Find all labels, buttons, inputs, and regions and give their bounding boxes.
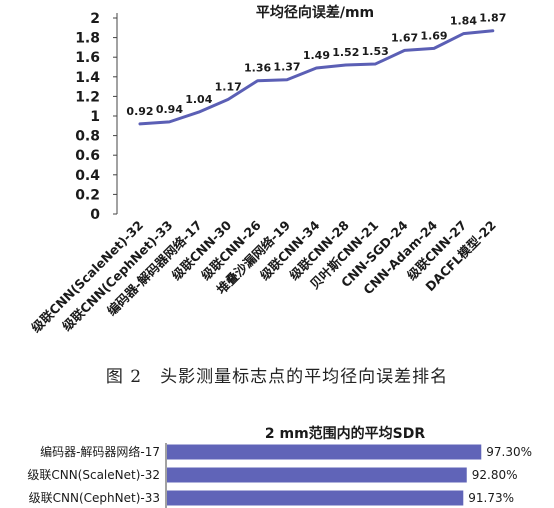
data-label: 1.87 — [479, 12, 506, 25]
data-label: 0.92 — [126, 105, 153, 118]
bar — [167, 467, 467, 483]
chart-title: 2 mm范围内的平均SDR — [265, 425, 425, 442]
data-label: 1.04 — [185, 93, 212, 106]
data-label: 1.53 — [362, 45, 389, 58]
y-tick-label: 1.2 — [75, 89, 100, 105]
bar — [167, 444, 482, 460]
bar-category-label: 级联CNN(CephNet)-33 — [29, 491, 160, 505]
data-label: 1.84 — [450, 15, 477, 28]
y-tick-label: 0.6 — [75, 148, 100, 164]
y-tick-label: 1.8 — [75, 31, 100, 47]
data-label: 1.49 — [303, 49, 330, 62]
y-tick-label: 1.4 — [75, 70, 100, 86]
y-tick-label: 0.2 — [75, 187, 100, 203]
bar-category-label: 编码器-解码器网络-17 — [40, 444, 160, 459]
bar-value-label: 97.30% — [486, 445, 532, 459]
data-label: 1.69 — [420, 29, 447, 42]
chart-title: 平均径向误差/mm — [256, 4, 374, 21]
bar-category-label: 级联CNN(ScaleNet)-32 — [27, 468, 160, 482]
data-label: 0.94 — [156, 103, 183, 116]
data-label: 1.37 — [273, 61, 300, 74]
figure-caption: 图 2 头影测量标志点的平均径向误差排名 — [105, 367, 449, 387]
y-tick-label: 1.6 — [75, 50, 100, 66]
y-tick-label: 0 — [90, 207, 100, 223]
mre-line-chart: 平均径向误差/mm 0 0.2 0.4 0.6 0.8 1 1.2 1.4 1.6 1.8 2 级联… — [28, 4, 506, 336]
x-tick-label: 级联CNN(ScaleNet)-32 — [28, 218, 146, 336]
y-tick-label: 2 — [90, 11, 100, 27]
data-label: 1.36 — [244, 62, 271, 75]
y-tick-label: 0.4 — [75, 168, 100, 184]
bar-value-label: 91.73% — [468, 491, 514, 505]
y-tick-label: 1 — [90, 109, 100, 125]
series-line — [138, 29, 495, 126]
bar — [167, 490, 464, 506]
bar-value-label: 92.80% — [472, 468, 518, 482]
data-label: 1.67 — [391, 31, 418, 44]
sdr-bar-chart: 2 mm范围内的平均SDR 编码器-解码器网络-17 97.30% 级联CNN(Sc… — [27, 425, 532, 508]
data-label: 1.52 — [332, 46, 359, 59]
y-tick-label: 0.8 — [75, 129, 100, 145]
data-label: 1.17 — [215, 80, 242, 93]
